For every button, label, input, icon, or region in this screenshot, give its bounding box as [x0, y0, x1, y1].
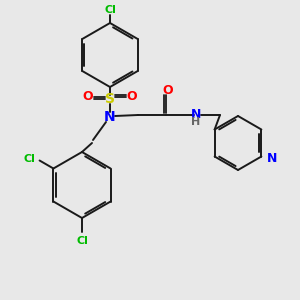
Text: N: N	[104, 110, 116, 124]
Text: N: N	[266, 152, 277, 165]
Text: Cl: Cl	[104, 5, 116, 15]
Text: S: S	[105, 92, 115, 106]
Text: N: N	[191, 107, 201, 121]
Text: O: O	[163, 85, 173, 98]
Text: Cl: Cl	[76, 236, 88, 246]
Text: O: O	[127, 89, 137, 103]
Text: O: O	[83, 89, 93, 103]
Text: Cl: Cl	[24, 154, 36, 164]
Text: H: H	[191, 117, 201, 127]
